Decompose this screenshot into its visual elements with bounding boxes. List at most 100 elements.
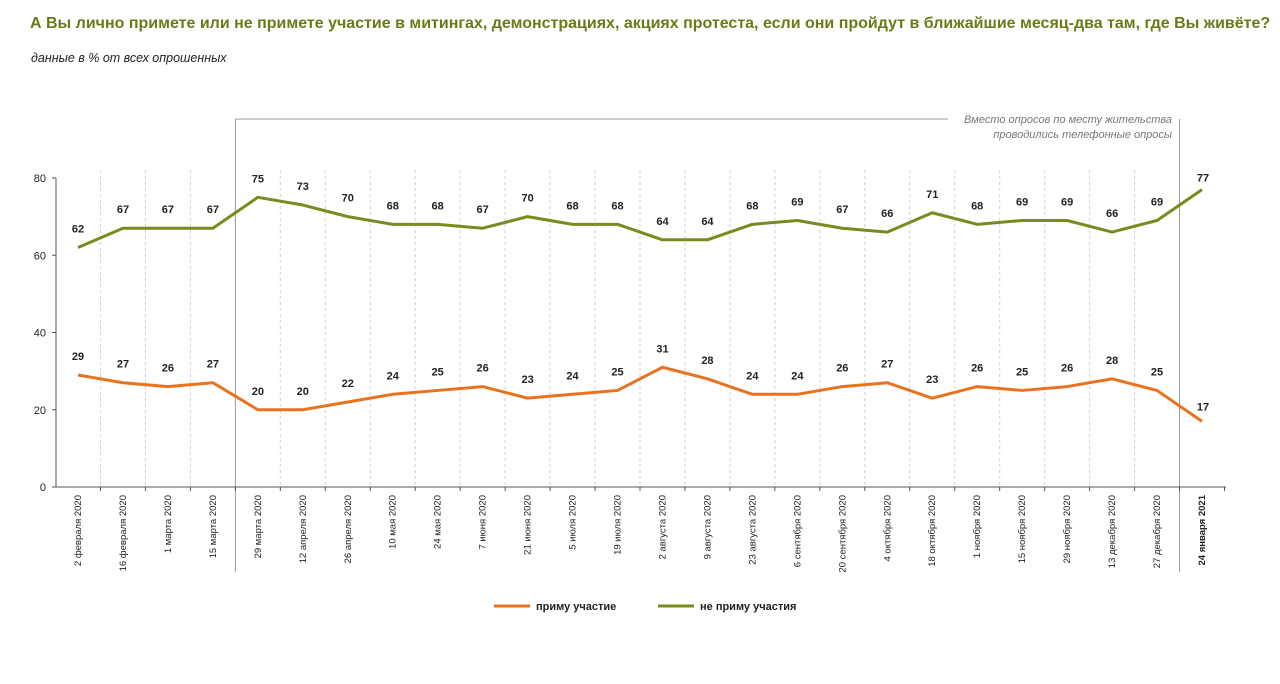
legend-label-not-take-part: не приму участия: [700, 601, 796, 613]
series-line-take-part: [77, 365, 1203, 423]
axes: [55, 178, 1226, 488]
legend: приму участие не приму участия: [494, 601, 796, 613]
x-tick-label: 4 октября 2020: [882, 495, 893, 562]
data-label-not-take-part: 64: [701, 216, 714, 228]
data-label-not-take-part: 67: [117, 204, 129, 216]
y-tick-label: 60: [34, 250, 46, 262]
legend-label-take-part: приму участие: [536, 601, 616, 613]
data-label-take-part: 23: [521, 374, 533, 386]
data-label-not-take-part: 67: [477, 204, 489, 216]
x-tick-label: 1 марта 2020: [163, 495, 174, 553]
data-label-not-take-part: 69: [1151, 196, 1163, 208]
data-label-take-part: 29: [72, 351, 84, 363]
x-axis-ticks: 2 февраля 2020 16 февраля 2020 1 марта 202…: [73, 487, 1225, 573]
data-label-take-part: 25: [611, 366, 623, 378]
y-tick-label: 80: [34, 173, 46, 185]
data-label-not-take-part: 68: [746, 200, 758, 212]
data-labels: 29 27 26 27 20 20 22 24 25 26 23 24 25 31 28 24 24 26 27 23…: [72, 173, 1209, 414]
y-tick-label: 0: [40, 482, 46, 494]
data-label-take-part: 27: [117, 359, 129, 371]
phone-survey-note-line1: Вместо опросов по месту жительства: [964, 114, 1172, 126]
data-label-not-take-part: 68: [566, 200, 578, 212]
data-label-not-take-part: 62: [72, 224, 84, 236]
x-tick-label: 1 ноября 2020: [972, 495, 983, 558]
phone-survey-note-line2: проводились телефонные опросы: [993, 129, 1172, 141]
x-tick-label: 15 марта 2020: [208, 495, 219, 558]
data-label-not-take-part: 73: [297, 181, 309, 193]
y-tick-label: 20: [34, 405, 46, 417]
x-tick-label: 5 июля 2020: [568, 495, 579, 550]
x-tick-label: 21 июня 2020: [523, 495, 534, 555]
x-tick-label: 29 ноября 2020: [1062, 495, 1073, 563]
x-tick-label: 2 августа 2020: [657, 495, 668, 559]
data-label-not-take-part: 68: [387, 200, 399, 212]
x-tick-label: 19 июля 2020: [613, 495, 624, 555]
data-label-take-part: 26: [477, 363, 489, 375]
x-tick-label: 26 апреля 2020: [343, 495, 354, 563]
data-label-take-part: 26: [1061, 363, 1073, 375]
data-label-take-part: 23: [926, 374, 938, 386]
x-tick-label: 9 августа 2020: [702, 495, 713, 559]
data-label-take-part: 24: [791, 370, 804, 382]
x-tick-label: 27 декабря 2020: [1152, 495, 1163, 568]
x-tick-label: 15 ноября 2020: [1017, 495, 1028, 563]
data-label-take-part: 25: [1016, 366, 1028, 378]
data-label-take-part: 20: [252, 386, 264, 398]
data-label-not-take-part: 71: [926, 189, 938, 201]
data-label-take-part: 26: [162, 363, 174, 375]
data-label-take-part: 27: [881, 359, 893, 371]
chart-subtitle: данные в % от всех опрошенных: [31, 51, 227, 65]
data-label-not-take-part: 70: [342, 193, 354, 205]
data-label-take-part: 26: [836, 363, 848, 375]
data-label-take-part: 20: [297, 386, 309, 398]
data-label-not-take-part: 66: [1106, 208, 1118, 220]
data-label-take-part: 26: [971, 363, 983, 375]
x-tick-label: 13 декабря 2020: [1107, 495, 1118, 568]
data-label-not-take-part: 67: [162, 204, 174, 216]
x-tick-label: 24 января 2021: [1197, 494, 1208, 565]
data-label-take-part: 24: [387, 370, 400, 382]
y-axis-ticks: 0 20 40 60 80: [34, 173, 56, 494]
data-label-take-part: 31: [656, 343, 668, 355]
x-tick-label: 16 февраля 2020: [118, 495, 129, 571]
data-label-take-part: 24: [566, 370, 579, 382]
data-label-not-take-part: 68: [432, 200, 444, 212]
x-tick-label: 20 сентября 2020: [837, 495, 848, 573]
x-tick-label: 10 мая 2020: [388, 495, 399, 549]
data-label-take-part: 27: [207, 359, 219, 371]
series-line-not-take-part: [77, 188, 1203, 249]
data-label-not-take-part: 70: [521, 193, 533, 205]
data-label-not-take-part: 77: [1197, 173, 1209, 185]
data-label-not-take-part: 67: [836, 204, 848, 216]
data-label-not-take-part: 69: [1061, 196, 1073, 208]
x-tick-label: 23 августа 2020: [747, 495, 758, 565]
data-label-take-part: 24: [746, 370, 759, 382]
data-label-not-take-part: 66: [881, 208, 893, 220]
x-tick-label: 29 марта 2020: [253, 495, 264, 558]
phone-survey-bracket: [234, 118, 1181, 572]
data-label-take-part: 25: [1151, 366, 1163, 378]
x-tick-label: 18 октября 2020: [927, 495, 938, 567]
x-tick-label: 24 мая 2020: [433, 495, 444, 549]
data-label-take-part: 25: [432, 366, 444, 378]
x-tick-label: 2 февраля 2020: [73, 495, 84, 566]
data-label-not-take-part: 64: [656, 216, 669, 228]
data-label-not-take-part: 68: [611, 200, 623, 212]
x-tick-label: 6 сентября 2020: [792, 495, 803, 567]
data-label-take-part: 17: [1197, 401, 1209, 413]
data-label-not-take-part: 69: [791, 196, 803, 208]
data-label-not-take-part: 75: [252, 173, 264, 185]
data-label-not-take-part: 68: [971, 200, 983, 212]
grid-lines: [99, 170, 1136, 487]
y-tick-label: 40: [34, 328, 46, 340]
x-tick-label: 12 апреля 2020: [298, 495, 309, 563]
series-lines: [77, 188, 1203, 423]
data-label-not-take-part: 67: [207, 204, 219, 216]
data-label-take-part: 28: [1106, 355, 1118, 367]
chart-title: А Вы лично примете или не примете участи…: [30, 15, 1271, 32]
x-tick-label: 7 июня 2020: [478, 495, 489, 550]
data-label-not-take-part: 69: [1016, 196, 1028, 208]
data-label-take-part: 28: [701, 355, 713, 367]
data-label-take-part: 22: [342, 378, 354, 390]
